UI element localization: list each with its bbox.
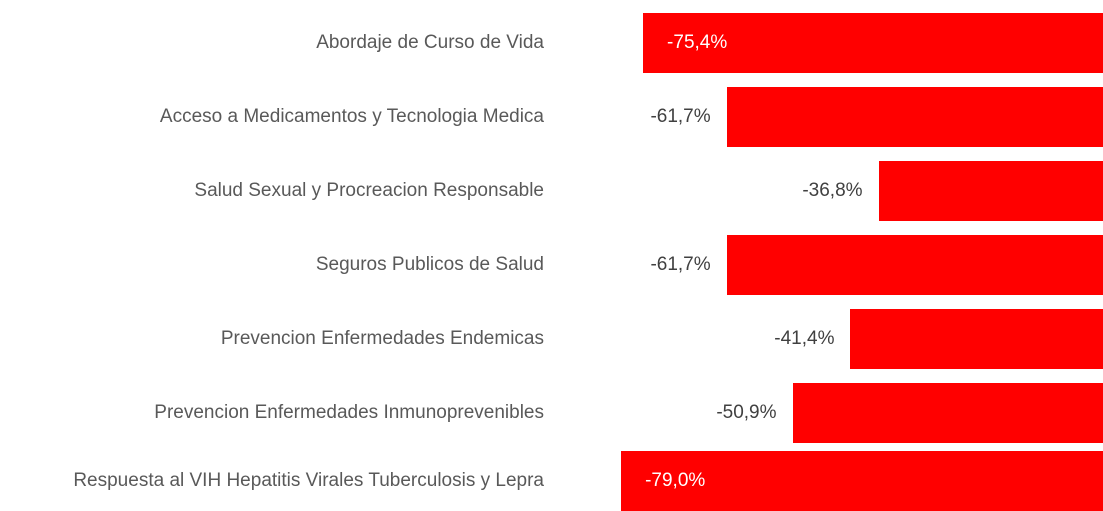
bar <box>878 161 1103 221</box>
category-label-text: Prevencion Enfermedades Inmunoprevenible… <box>154 402 544 423</box>
value-label: -41,4% <box>774 328 835 349</box>
value-label: -50,9% <box>716 402 777 423</box>
category-label-text: Abordaje de Curso de Vida <box>316 32 544 53</box>
category-label-text: Salud Sexual y Procreacion Responsable <box>194 180 544 201</box>
category-label: Acceso a Medicamentos y Tecnologia Medic… <box>0 87 544 147</box>
category-label-text: Acceso a Medicamentos y Tecnologia Medic… <box>159 106 544 127</box>
value-label: -61,7% <box>650 254 711 275</box>
bar <box>726 235 1103 295</box>
category-label: Abordaje de Curso de Vida <box>0 13 544 73</box>
bar <box>643 13 1103 73</box>
value-label: -79,0% <box>645 470 706 491</box>
category-label: Respuesta al VIH Hepatitis Virales Tuber… <box>0 451 544 511</box>
category-label: Prevencion Enfermedades Endemicas <box>0 309 544 369</box>
category-label: Salud Sexual y Procreacion Responsable <box>0 161 544 221</box>
category-label-text: Prevencion Enfermedades Endemicas <box>220 328 544 349</box>
category-label: Prevencion Enfermedades Inmunoprevenible… <box>0 383 544 443</box>
category-label-text: Seguros Publicos de Salud <box>315 254 544 275</box>
value-label: -61,7% <box>650 106 711 127</box>
category-label: Seguros Publicos de Salud <box>0 235 544 295</box>
value-label: -75,4% <box>667 32 728 53</box>
bar <box>792 383 1103 443</box>
category-label-text: Respuesta al VIH Hepatitis Virales Tuber… <box>73 470 544 491</box>
bar <box>621 451 1103 511</box>
bar <box>726 87 1103 147</box>
value-label: -36,8% <box>802 180 863 201</box>
bar <box>850 309 1103 369</box>
